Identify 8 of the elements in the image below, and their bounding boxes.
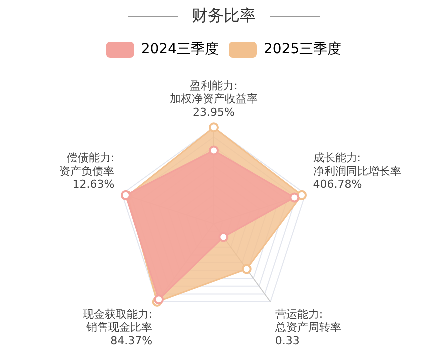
legend-label: 2024三季度 <box>141 42 220 58</box>
spoke-label: 成长能力: 净利润同比增长率 406.78% <box>313 152 402 191</box>
spoke-label: 盈利能力: 加权净资产收益率 23.95% <box>170 79 258 119</box>
chart-title: 财务比率 <box>192 6 256 25</box>
spoke-label: 现金获取能力: 销售现金比率 84.37% <box>82 308 153 348</box>
spoke-label: 营运能力: 总资产周转率 0.33 <box>274 308 342 348</box>
legend-label: 2025三季度 <box>264 42 342 58</box>
spoke-label: 偿债能力: 资产负债率 12.63% <box>60 152 115 191</box>
